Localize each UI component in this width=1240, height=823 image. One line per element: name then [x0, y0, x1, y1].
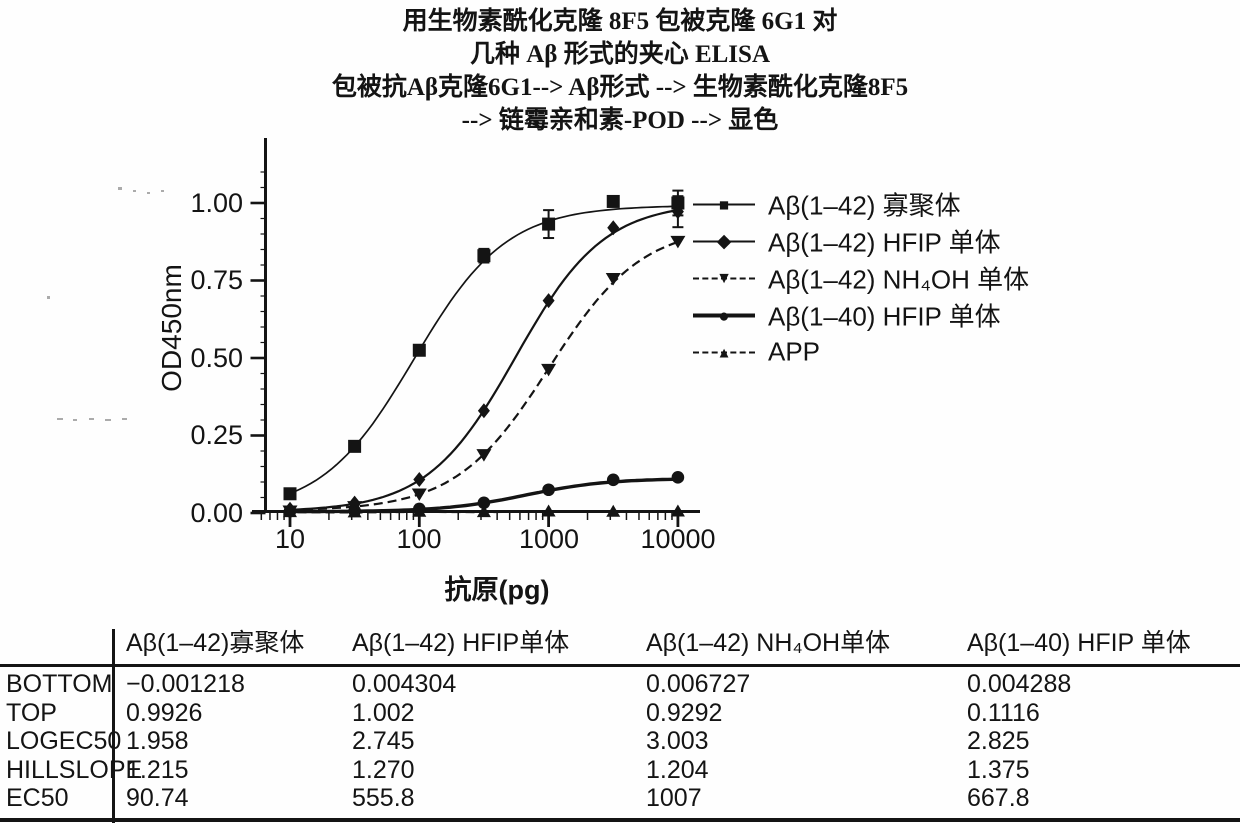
legend-item-ab42-oligomer: ■ Aβ(1–42) 寡聚体	[693, 186, 961, 223]
table-vertical-rule	[112, 629, 115, 823]
legend-line-solid-thick: ●	[693, 307, 755, 326]
scan-artifact	[89, 418, 94, 420]
table-cell: 1.215	[126, 755, 189, 784]
table-cell: 1007	[646, 784, 702, 812]
table-row-bottom: BOTTOM −0.001218 0.004304 0.006727 0.004…	[0, 671, 1240, 699]
x-tick-label-10: 10	[274, 524, 306, 554]
table-row-label: EC50	[6, 784, 69, 812]
legend-line-dashed: ▲	[693, 345, 755, 360]
table-cell: 1.204	[646, 755, 709, 784]
scan-artifact	[73, 419, 77, 421]
table-row-top: TOP 0.9926 1.002 0.9292 0.1116	[0, 698, 1240, 728]
table-header-ab42-hfip-monomer: Aβ(1–42) HFIP单体	[352, 629, 570, 657]
table-cell: 3.003	[646, 727, 709, 755]
scan-artifact	[147, 192, 150, 194]
table-cell: 0.9292	[646, 698, 723, 727]
table-cell: 0.9926	[126, 698, 203, 727]
legend-item-ab42-nh4oh-monomer: ▼ Aβ(1–42) NH₄OH 单体	[693, 260, 1029, 297]
table-row-label: LOGEC50	[6, 727, 122, 755]
y-tick-label-0.00: 0.00	[190, 497, 243, 528]
table-row-label: BOTTOM	[6, 670, 113, 698]
table-cell: −0.001218	[126, 670, 245, 698]
legend-item-app: ▲ APP	[693, 337, 820, 368]
table-cell: 1.958	[126, 727, 189, 755]
table-header-row: Aβ(1–42)寡聚体 Aβ(1–42) HFIP单体 Aβ(1–42) NH₄…	[0, 630, 1240, 658]
table-header-ab40-hfip-monomer: Aβ(1–40) HFIP 单体	[967, 629, 1191, 657]
table-cell: 667.8	[967, 784, 1030, 812]
legend-line-solid-thin: ◆	[693, 232, 755, 251]
legend-line-dashed: ▼	[693, 270, 755, 286]
table-cell: 1.002	[352, 698, 415, 727]
table-row-hillslope: HILLSLOPE 1.215 1.270 1.204 1.375	[0, 755, 1240, 785]
scan-artifact	[105, 419, 111, 421]
figure-title-line-4: --> 链霉亲和素-POD --> 显色	[461, 107, 779, 134]
table-header-rule	[0, 664, 1240, 667]
table-cell: 90.74	[126, 784, 189, 812]
table-cell: 0.004288	[967, 670, 1072, 698]
figure-title-line-3: 包被抗Aβ克隆6G1--> Aβ形式 --> 生物素酰化克隆8F5	[331, 74, 909, 101]
table-header-ab42-nh4oh-monomer: Aβ(1–42) NH₄OH单体	[646, 629, 891, 657]
legend-label: Aβ(1–42) NH₄OH 单体	[768, 264, 1030, 295]
legend-label: Aβ(1–42) HFIP 单体	[768, 227, 1001, 258]
scan-artifact	[122, 418, 127, 420]
y-axis-label: OD450nm	[156, 264, 187, 392]
diamond-marker-icon: ◆	[716, 230, 732, 252]
x-tick-label-100: 100	[396, 524, 442, 554]
table-cell: 0.1116	[967, 698, 1040, 727]
square-marker-icon: ■	[718, 194, 730, 214]
table-cell: 2.745	[352, 727, 415, 755]
table-row-label: TOP	[6, 698, 57, 727]
figure-title-line-2: 几种 Aβ 形式的夹心 ELISA	[469, 41, 770, 68]
scan-artifact	[57, 418, 63, 420]
legend-item-ab40-hfip-monomer: ● Aβ(1–40) HFIP 单体	[693, 297, 1001, 334]
y-tick-label-0.50: 0.50	[190, 342, 243, 373]
table-row-ec50: EC50 90.74 555.8 1007 667.8	[0, 785, 1240, 813]
legend-label: Aβ(1–40) HFIP 单体	[768, 301, 1001, 332]
table-bottom-rule	[0, 818, 1240, 822]
figure-title: 用生物素酰化克隆 8F5 包被克隆 6G1 对 几种 Aβ 形式的夹心 ELIS…	[0, 5, 1240, 137]
scan-artifact	[118, 187, 122, 190]
x-axis-label: 抗原(pg)	[444, 575, 550, 605]
table-cell: 0.004304	[352, 670, 457, 698]
table-row-label: HILLSLOPE	[6, 755, 143, 784]
triangle-down-marker-icon: ▼	[716, 269, 732, 287]
triangle-up-marker-icon: ▲	[716, 343, 732, 361]
figure-title-line-1: 用生物素酰化克隆 8F5 包被克隆 6G1 对	[402, 8, 838, 35]
table-cell: 2.825	[967, 727, 1030, 755]
table-cell: 555.8	[352, 784, 415, 812]
legend-label: Aβ(1–42) 寡聚体	[768, 190, 961, 221]
scan-artifact	[47, 296, 50, 299]
scan-artifact	[133, 190, 136, 192]
y-tick-label-0.25: 0.25	[190, 420, 243, 450]
y-tick-label-1.00: 1.00	[190, 187, 243, 218]
table-cell: 0.006727	[646, 670, 751, 698]
table-header-ab42-oligomer: Aβ(1–42)寡聚体	[126, 629, 305, 657]
table-row-logec50: LOGEC50 1.958 2.745 3.003 2.825	[0, 728, 1240, 756]
table-cell: 1.375	[967, 755, 1030, 784]
x-tick-label-10000: 10000	[640, 524, 716, 554]
legend-item-ab42-hfip-monomer: ◆ Aβ(1–42) HFIP 单体	[693, 223, 1001, 260]
legend-line-solid-thin: ■	[693, 196, 755, 213]
y-tick-label-0.75: 0.75	[190, 265, 243, 295]
table-cell: 1.270	[352, 755, 415, 784]
scan-artifact	[161, 190, 164, 192]
x-tick-label-1000: 1000	[518, 524, 580, 554]
circle-marker-icon: ●	[718, 305, 730, 327]
legend-label: APP	[768, 336, 821, 367]
